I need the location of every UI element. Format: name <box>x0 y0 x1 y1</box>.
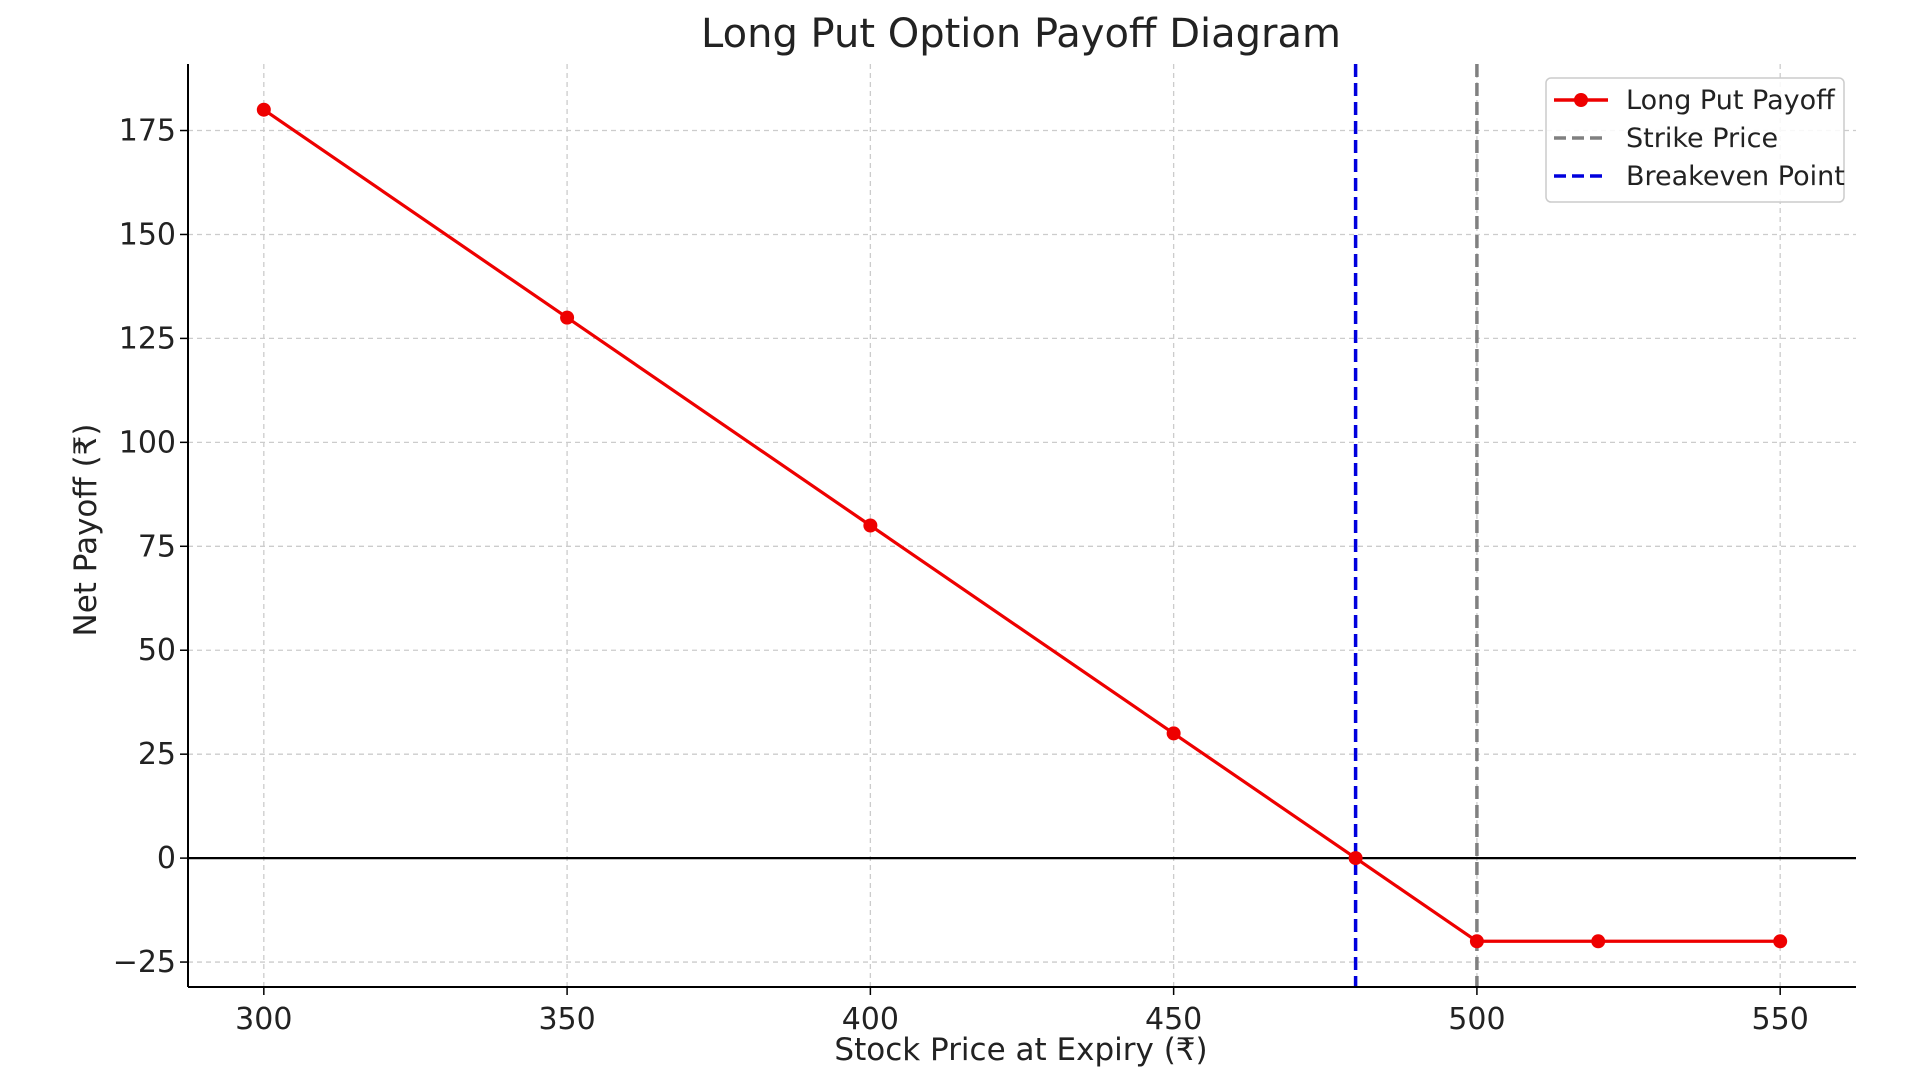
reference-lines-layer <box>188 64 1856 987</box>
payoff-point <box>1348 851 1363 866</box>
y-tick-label: 175 <box>119 114 176 149</box>
payoff-point <box>1469 934 1484 949</box>
x-tick-label: 550 <box>1752 1002 1809 1037</box>
legend-marker <box>1574 93 1588 107</box>
y-axis-title: Net Payoff (₹) <box>68 423 104 636</box>
payoff-point <box>1591 934 1606 949</box>
y-tick-label: −25 <box>113 945 176 980</box>
chart-title: Long Put Option Payoff Diagram <box>701 11 1341 57</box>
legend: Long Put Payoff Strike Price Breakeven Poi… <box>1545 77 1845 203</box>
payoff-point <box>256 102 271 117</box>
payoff-point <box>1773 934 1788 949</box>
payoff-point <box>1166 726 1181 741</box>
y-tick-label: 50 <box>138 633 176 668</box>
y-tick-label: 0 <box>157 841 176 876</box>
legend-label: Strike Price <box>1626 123 1778 154</box>
y-tick-label: 150 <box>119 217 176 252</box>
x-tick-label: 300 <box>235 1002 292 1037</box>
legend-box <box>1545 77 1845 203</box>
legend-label: Long Put Payoff <box>1626 85 1836 116</box>
x-tick-label: 450 <box>1145 1002 1202 1037</box>
ticks-layer: 300 350 400 450 500 550 −25 0 25 50 75 100 125 150 175 <box>113 114 1809 1037</box>
legend-label: Breakeven Point <box>1626 161 1845 192</box>
x-tick-label: 500 <box>1448 1002 1505 1037</box>
payoff-point <box>560 310 575 325</box>
series-layer <box>256 102 1788 949</box>
payoff-point <box>863 518 878 533</box>
y-tick-label: 100 <box>119 425 176 460</box>
y-tick-label: 25 <box>138 737 176 772</box>
payoff-line <box>262 108 1781 943</box>
y-tick-label: 75 <box>138 529 176 564</box>
x-tick-label: 400 <box>842 1002 899 1037</box>
axes-layer <box>187 64 1856 988</box>
y-tick-label: 125 <box>119 321 176 356</box>
x-tick-label: 350 <box>538 1002 595 1037</box>
x-axis-title: Stock Price at Expiry (₹) <box>834 1032 1207 1068</box>
